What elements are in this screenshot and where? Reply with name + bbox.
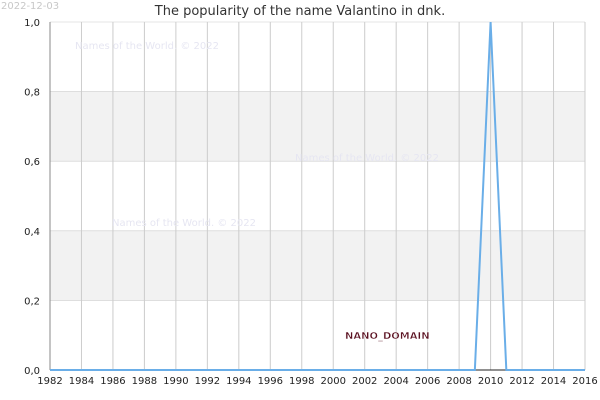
plot-band bbox=[50, 230, 585, 301]
y-tick-label: 0,6 bbox=[24, 157, 40, 168]
watermarks: Names of the World. © 2022 Names of the … bbox=[75, 41, 439, 229]
x-tick-label: 2014 bbox=[541, 376, 566, 387]
series-group bbox=[50, 21, 585, 371]
y-tick-labels: 0,0 0,2 0,4 0,6 0,8 1,0 bbox=[24, 18, 40, 377]
x-tick-label: 2010 bbox=[478, 376, 503, 387]
x-tick-label: 1990 bbox=[163, 376, 188, 387]
y-tick-label: 0,0 bbox=[24, 366, 40, 377]
x-tick-label: 2008 bbox=[446, 376, 471, 387]
watermark-2: Names of the World. © 2022 bbox=[295, 153, 439, 164]
x-tick-label: 1998 bbox=[289, 376, 314, 387]
nano-domain-label: NANO_DOMAIN bbox=[345, 331, 430, 342]
date-stamp: 2022-12-03 bbox=[1, 1, 59, 12]
x-tick-label: 1988 bbox=[132, 376, 157, 387]
x-tick-label: 1982 bbox=[37, 376, 62, 387]
series-line bbox=[50, 21, 585, 371]
x-tick-label: 1996 bbox=[258, 376, 283, 387]
x-tick-label: 1992 bbox=[195, 376, 220, 387]
x-tick-label: 1984 bbox=[69, 376, 94, 387]
x-tick-label: 2002 bbox=[352, 376, 377, 387]
x-tick-label: 2016 bbox=[572, 376, 597, 387]
watermark-3: Names of the World. © 2022 bbox=[112, 218, 256, 229]
x-tick-label: 2012 bbox=[509, 376, 534, 387]
plot-bands bbox=[50, 91, 585, 301]
watermark-1: Names of the World. © 2022 bbox=[75, 41, 219, 52]
x-tick-label: 2004 bbox=[383, 376, 408, 387]
x-tick-label: 2006 bbox=[415, 376, 440, 387]
y-tick-label: 0,2 bbox=[24, 296, 40, 307]
y-tick-label: 0,4 bbox=[24, 227, 40, 238]
y-tick-label: 1,0 bbox=[24, 18, 40, 29]
x-tick-label: 2000 bbox=[321, 376, 346, 387]
plot-band bbox=[50, 91, 585, 162]
y-tick-label: 0,8 bbox=[24, 88, 40, 99]
x-tick-label: 1986 bbox=[100, 376, 125, 387]
grid-lines bbox=[49, 21, 586, 371]
chart-title: The popularity of the name Valantino in … bbox=[154, 4, 445, 19]
x-tick-labels: 1982 1984 1986 1988 1990 1992 1994 1996 1998 2000… bbox=[37, 376, 597, 387]
x-tick-label: 1994 bbox=[226, 376, 251, 387]
